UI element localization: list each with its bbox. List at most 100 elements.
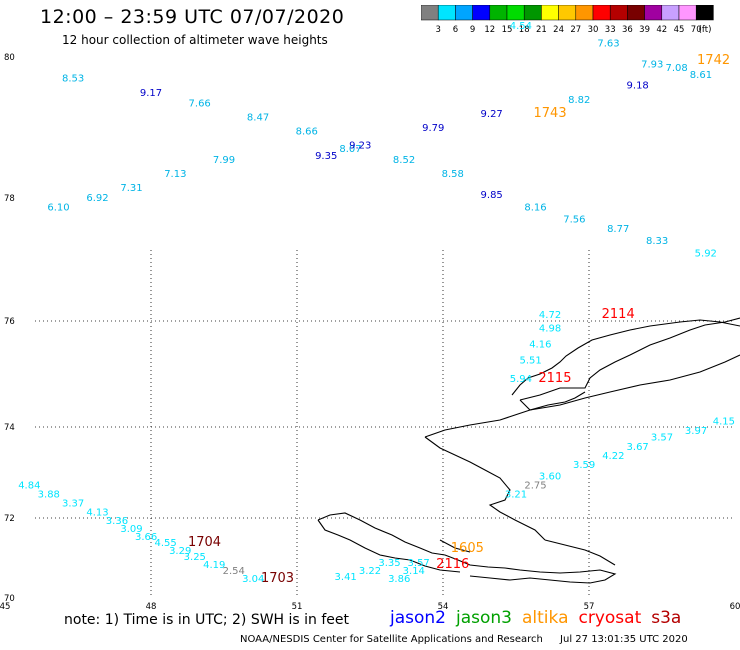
wave-height-value: 3.57 <box>408 558 430 569</box>
colorbar-unit: (ft) <box>699 25 712 35</box>
wave-height-value: 2.75 <box>524 480 546 491</box>
colorbar-tick-label: 9 <box>470 25 475 35</box>
wave-height-value: 3.88 <box>38 490 60 501</box>
colorbar-swatch <box>695 5 714 21</box>
wave-height-value: 8.53 <box>62 74 84 85</box>
wave-height-value: 9.23 <box>349 141 371 152</box>
observation-time-label: 1605 <box>451 541 484 556</box>
wave-height-value: 8.82 <box>568 95 590 106</box>
wave-height-value: 9.18 <box>627 81 649 92</box>
lon-label: 48 <box>146 602 157 612</box>
colorbar-tick-label: 3 <box>435 25 440 35</box>
lon-label: 57 <box>584 602 595 612</box>
map-title: 12:00 – 23:59 UTC 07/07/2020 <box>40 6 345 28</box>
legend-cryosat: cryosat <box>578 608 642 628</box>
wave-height-value: 9.17 <box>140 88 162 99</box>
wave-height-value: 2.54 <box>223 566 245 577</box>
observation-time-label: 1704 <box>188 535 221 550</box>
colorbar-tick-label: 12 <box>484 25 495 35</box>
wave-height-value: 3.14 <box>403 566 425 577</box>
colorbar-tick-label: 18 <box>519 25 530 35</box>
colorbar-tick-label: 70 <box>691 25 702 35</box>
colorbar-tick-label: 42 <box>656 25 667 35</box>
wave-height-value: 4.15 <box>713 416 735 427</box>
wave-height-value: 3.86 <box>388 574 410 585</box>
colorbar-tick-label: 36 <box>622 25 633 35</box>
colorbar-tick-label: 27 <box>570 25 581 35</box>
wave-height-value: 7.31 <box>120 183 142 194</box>
wave-height-value: 8.16 <box>524 202 546 213</box>
credit-line: NOAA/NESDIS Center for Satellite Applica… <box>240 634 702 645</box>
credit-timestamp: Jul 27 13:01:35 UTC 2020 <box>560 634 688 645</box>
lat-label: 74 <box>4 423 15 433</box>
wave-height-value: 8.77 <box>607 224 629 235</box>
wave-height-value: 7.56 <box>563 215 585 226</box>
wave-height-value: 7.13 <box>164 169 186 180</box>
wave-height-value: 3.35 <box>378 558 400 569</box>
wave-height-value: 4.98 <box>539 324 561 335</box>
colorbar: 3 6 9 12 15 18 21 24 27 30 33 36 39 42 45 70(ft) <box>421 5 714 35</box>
wave-height-value: 3.37 <box>62 499 84 510</box>
note-text: note: 1) Time is in UTC; 2) SWH is in fe… <box>64 612 350 628</box>
wave-height-value: 3.22 <box>359 566 381 577</box>
colorbar-tick-label: 6 <box>453 25 458 35</box>
colorbar-tick-label: 15 <box>502 25 513 35</box>
wave-height-value: 5.51 <box>519 355 541 366</box>
wave-height-value: 8.47 <box>247 112 269 123</box>
legend-jason3: jason3 <box>456 608 512 628</box>
wave-height-value: 8.66 <box>296 127 318 138</box>
wave-height-value: 9.27 <box>481 109 503 120</box>
lat-label: 76 <box>4 317 15 327</box>
observation-time-label: 1703 <box>261 571 294 586</box>
colorbar-tick-label: 33 <box>605 25 616 35</box>
wave-height-value: 9.85 <box>481 190 503 201</box>
wave-height-value: 3.97 <box>685 426 707 437</box>
wave-height-value: 5.92 <box>695 248 717 259</box>
observation-time-label: 2115 <box>538 371 571 386</box>
wave-height-value: 3.21 <box>505 490 527 501</box>
wave-height-value: 4.72 <box>539 310 561 321</box>
wave-height-value: 7.63 <box>597 38 619 49</box>
wave-height-value: 9.35 <box>315 151 337 162</box>
wave-height-value: 6.92 <box>86 193 108 204</box>
wave-height-value: 3.67 <box>627 442 649 453</box>
observation-time-label: 2116 <box>436 557 469 572</box>
legend-s3a: s3a <box>651 608 682 628</box>
colorbar-tick-label: 39 <box>639 25 650 35</box>
wave-height-value: 3.36 <box>106 516 128 527</box>
wave-height-value: 3.04 <box>242 574 264 585</box>
lon-label: 54 <box>438 602 449 612</box>
lat-lon-grid <box>35 250 735 598</box>
colorbar-tick-label: 30 <box>588 25 599 35</box>
wave-height-value: 3.57 <box>651 433 673 444</box>
wave-height-value: 3.41 <box>335 572 357 583</box>
lat-label: 70 <box>4 594 15 604</box>
wave-height-value: 4.16 <box>529 340 551 351</box>
lat-label: 78 <box>4 194 15 204</box>
lat-label: 80 <box>4 53 15 63</box>
lat-label: 72 <box>4 514 15 524</box>
lon-label: 45 <box>0 602 10 612</box>
colorbar-tick-label: 21 <box>536 25 547 35</box>
colorbar-tick-label: 45 <box>674 25 685 35</box>
wave-height-value: 4.19 <box>203 560 225 571</box>
wave-height-value: 3.66 <box>135 532 157 543</box>
wave-height-value: 4.54 <box>510 21 532 32</box>
wave-height-value: 8.52 <box>393 155 415 166</box>
wave-height-value: 3.59 <box>573 460 595 471</box>
credit-source: NOAA/NESDIS Center for Satellite Applica… <box>240 634 543 645</box>
map-subtitle: 12 hour collection of altimeter wave hei… <box>62 33 328 47</box>
wave-height-value: 3.60 <box>539 471 561 482</box>
observation-time-label: 2114 <box>602 307 635 322</box>
wave-height-value: 8.07 <box>339 144 361 155</box>
wave-height-value: 5.94 <box>510 374 532 385</box>
colorbar-tick-label: 24 <box>553 25 564 35</box>
observation-time-label: 1743 <box>534 106 567 121</box>
observation-time-label: 1742 <box>697 53 730 68</box>
satellite-legend: jason2 jason3 altika cryosat s3a <box>390 608 691 628</box>
wave-height-value: 4.22 <box>602 451 624 462</box>
coastline <box>317 317 740 584</box>
wave-height-value: 4.55 <box>154 538 176 549</box>
legend-altika: altika <box>522 608 569 628</box>
